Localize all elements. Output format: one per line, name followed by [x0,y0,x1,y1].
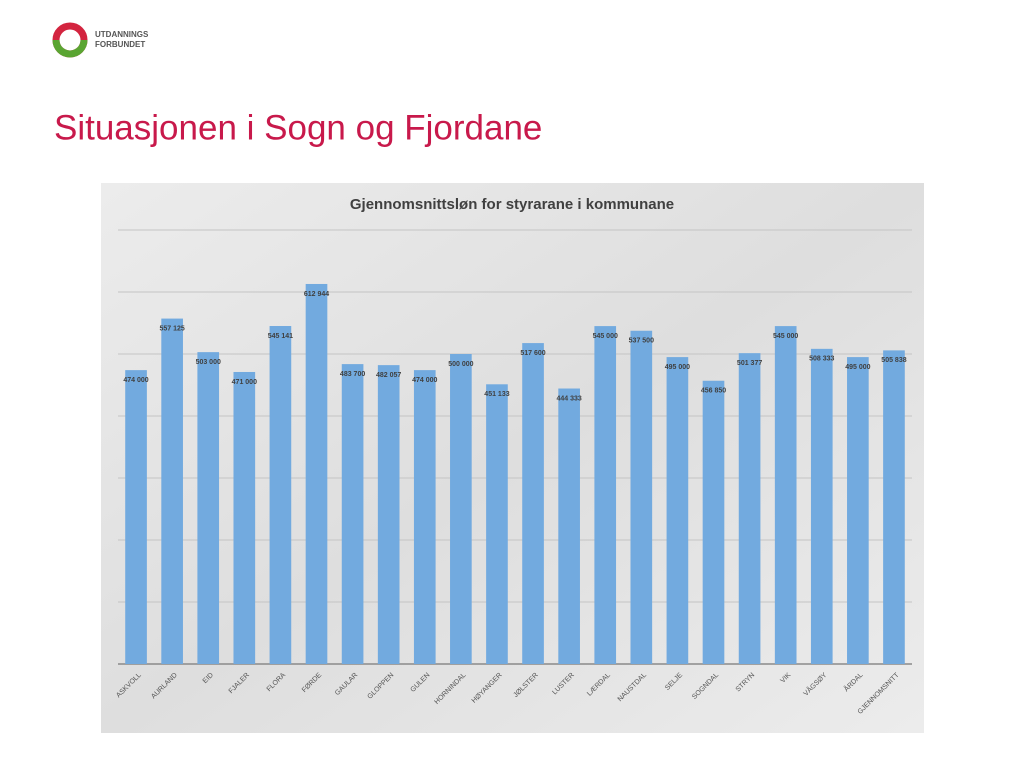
bar [305,283,328,664]
value-label: 505 838 [881,357,906,364]
bar [666,357,689,664]
value-label: 501 377 [737,360,762,367]
logo-text: UTDANNINGS [95,30,149,39]
value-label: 612 944 [304,291,329,298]
logo-text: FORBUNDET [95,40,145,49]
bar [233,371,256,664]
value-label: 503 000 [196,359,221,366]
value-label: 471 000 [232,379,257,386]
bar [594,326,617,664]
value-label: 444 333 [556,395,581,402]
bar [810,348,833,664]
value-label: 482 057 [376,372,401,379]
value-label: 557 125 [159,325,184,332]
value-label: 500 000 [448,361,473,368]
value-label: 537 500 [629,338,654,345]
value-label: 456 850 [701,388,726,395]
logo-arc [52,39,88,58]
logo: UTDANNINGS FORBUNDET [52,22,149,58]
bar [125,370,147,664]
value-label: 545 000 [593,333,618,340]
bar [269,326,292,664]
value-label: 545 000 [773,333,798,340]
slide-title: Situasjonen i Sogn og Fjordane [54,108,542,147]
value-label: 474 000 [412,377,437,384]
bar [738,353,761,664]
value-label: 495 000 [665,364,690,371]
bar [883,350,905,664]
value-label: 508 333 [809,356,834,363]
chart-frame [101,183,924,733]
bar [450,354,472,664]
bar [197,352,220,664]
bar [377,365,400,664]
bar [630,330,653,664]
bar [774,326,797,664]
value-label: 495 000 [845,364,870,371]
value-label: 474 000 [123,377,148,384]
bar [702,380,725,664]
bar [847,357,869,664]
value-label: 545 141 [268,333,293,340]
value-label: 451 133 [484,391,509,398]
bar [413,370,436,664]
bar [486,384,508,664]
value-label: 483 700 [340,371,365,378]
bar [558,388,580,664]
bar [522,343,544,664]
value-label: 517 600 [520,350,545,357]
bar [161,318,183,664]
chart-title: Gjennomsnittsløn for styrarane i kommuna… [350,196,674,213]
bar [341,364,364,664]
